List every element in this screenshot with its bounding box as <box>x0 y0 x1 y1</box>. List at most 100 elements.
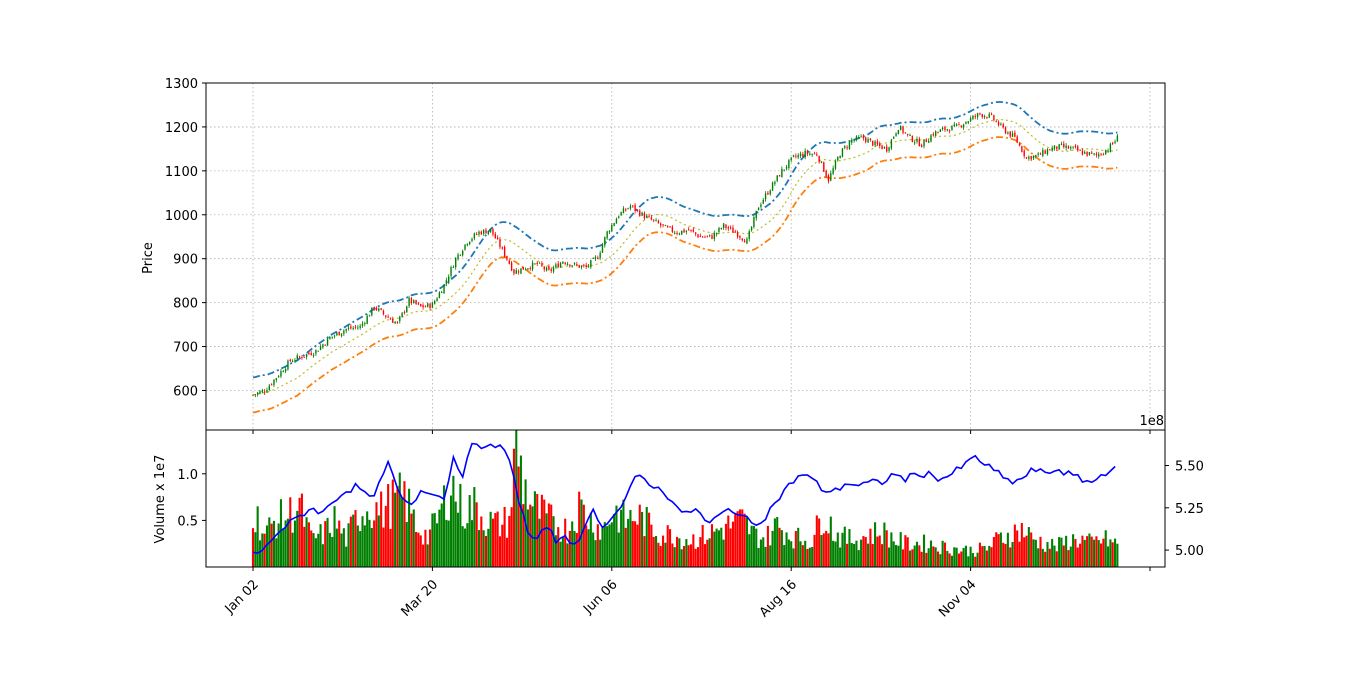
candle-body <box>254 394 257 396</box>
volume-bar <box>957 553 960 567</box>
volume-bar <box>745 517 748 567</box>
candle-body <box>643 213 646 219</box>
candle-body <box>457 254 459 259</box>
candle-body <box>280 371 282 377</box>
volume-bar <box>599 539 602 567</box>
candle-body <box>734 231 736 233</box>
candle-body <box>804 150 806 158</box>
volume-bar <box>943 542 947 567</box>
volume-bar <box>974 556 977 567</box>
candle-body <box>851 139 853 143</box>
candle-body <box>541 263 543 267</box>
volume-bar <box>403 481 406 567</box>
xtick-label: Nov 04 <box>936 577 979 620</box>
volume-bar <box>720 527 723 567</box>
candle-body <box>354 326 357 328</box>
volume-bar <box>303 526 306 567</box>
candle-body <box>1091 152 1093 154</box>
volume-bar <box>1037 548 1040 567</box>
candle-body <box>450 267 452 276</box>
candle-body <box>301 357 303 359</box>
candle-body <box>1100 153 1102 155</box>
volume-bar <box>468 495 471 567</box>
candle-body <box>802 153 804 157</box>
xtick-label: Jun 06 <box>580 577 620 617</box>
candle-body <box>373 307 375 309</box>
volume-bar <box>904 535 907 567</box>
candle-body <box>997 121 1000 126</box>
candle-body <box>284 368 287 372</box>
candle-body <box>1088 152 1091 155</box>
candle-body <box>613 223 615 226</box>
candle-body <box>736 232 739 238</box>
volume-bar <box>314 538 317 567</box>
volume-panel-frame <box>205 429 1166 568</box>
volume-bar <box>603 522 606 567</box>
volume-bar <box>827 533 830 567</box>
volume-bar <box>1004 543 1007 567</box>
volume-bar <box>1055 551 1058 567</box>
candle-body <box>1086 151 1088 156</box>
volume-bar <box>662 535 665 567</box>
candle-body <box>983 116 986 118</box>
volume-bar <box>689 544 693 567</box>
candle-body <box>1039 153 1042 155</box>
candle-body <box>960 125 962 127</box>
candle-body <box>482 229 485 234</box>
candle-body <box>1072 146 1074 148</box>
candle-body <box>965 122 967 124</box>
candle-body <box>748 231 750 240</box>
candle-body <box>580 265 583 268</box>
candle-body <box>1105 150 1107 154</box>
candle-body <box>1074 145 1077 148</box>
volume-bar <box>454 501 457 567</box>
volume-bar <box>925 552 928 567</box>
volume-bar <box>491 518 495 567</box>
candle-body <box>308 352 310 354</box>
candle-body <box>340 333 343 336</box>
candle-body <box>1014 132 1016 137</box>
candle-body <box>995 121 997 123</box>
candle-body <box>918 138 921 147</box>
volume-right-ytick-label: 5.50 <box>1175 460 1204 475</box>
price-ytick-label: 1000 <box>165 209 198 224</box>
volume-bar <box>547 503 550 567</box>
candle-body <box>550 269 552 271</box>
volume-bar <box>505 537 509 567</box>
volume-bar <box>419 535 422 567</box>
volume-bar <box>1097 540 1100 567</box>
volume-bar <box>999 532 1002 567</box>
volume-bar <box>310 530 313 567</box>
volume-bar <box>480 516 483 567</box>
candle-body <box>296 355 298 360</box>
candle-body <box>830 173 832 181</box>
volume-bar <box>983 545 986 567</box>
volume-bar <box>634 521 637 567</box>
candle-body <box>776 175 778 182</box>
volume-bar <box>955 547 958 567</box>
candle-body <box>389 318 392 320</box>
candle-body <box>1112 142 1114 144</box>
candle-body <box>347 327 350 329</box>
volume-bar <box>801 545 804 567</box>
candle-body <box>569 264 571 267</box>
candle-body <box>853 139 855 141</box>
volume-bar <box>519 455 522 567</box>
candle-body <box>932 134 935 136</box>
volume-bar <box>254 532 257 567</box>
candle-body <box>1032 155 1035 159</box>
candle-body <box>594 256 597 259</box>
candle-body <box>841 148 844 157</box>
volume-bar <box>333 506 336 567</box>
candle-body <box>867 139 869 143</box>
volume-bar <box>624 527 627 567</box>
volume-bar <box>860 539 863 567</box>
volume-bar <box>1046 542 1049 567</box>
volume-bar <box>664 542 667 567</box>
candle-body <box>648 215 650 217</box>
candle-body <box>298 356 301 358</box>
candle-body <box>424 306 427 308</box>
candle-body <box>515 270 517 274</box>
candle-body <box>287 360 289 370</box>
volume-bar <box>1095 536 1098 567</box>
